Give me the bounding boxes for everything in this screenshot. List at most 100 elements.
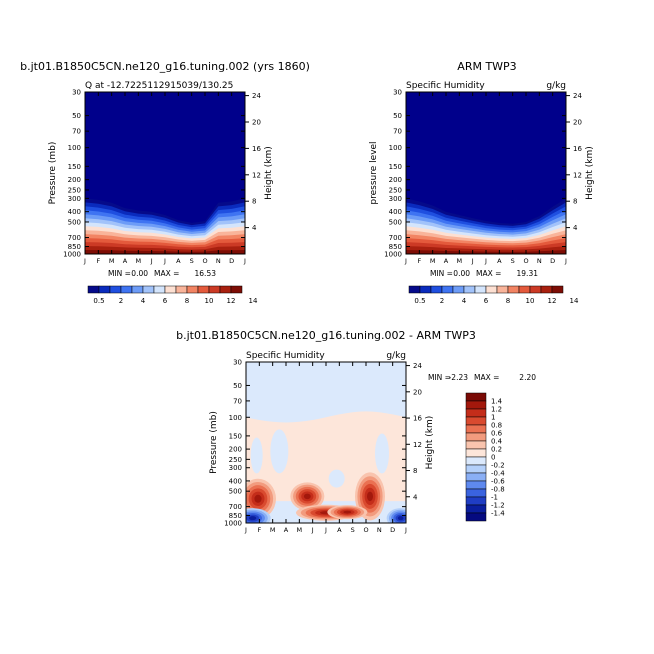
x-tick-label: S: [190, 257, 194, 265]
y-right-tick-label: 24: [573, 92, 582, 100]
y-tick-label: 30: [233, 359, 242, 367]
contour-band: [343, 510, 352, 514]
y-right-tick-label: 16: [413, 415, 422, 423]
y-tick-label: 1000: [63, 251, 81, 259]
colorbar-tick-label: 8: [506, 297, 510, 305]
y-tick-label: 400: [68, 208, 81, 216]
y-right-tick-label: 16: [573, 145, 582, 153]
subtitle-right: g/kg: [386, 351, 406, 361]
max-value: 16.53: [195, 269, 217, 278]
y-axis-title: Pressure (mb): [209, 411, 219, 474]
colorbar-tick-label: 10: [205, 297, 214, 305]
x-tick-label: N: [537, 257, 542, 265]
y-right-tick-label: 16: [252, 145, 261, 153]
y-tick-label: 1000: [384, 251, 402, 259]
plot-area-2: [246, 362, 406, 523]
x-tick-label: N: [377, 526, 382, 534]
x-tick-label: J: [324, 526, 327, 534]
y-right-tick-label: 20: [252, 119, 261, 127]
colorbar-swatch: [408, 285, 421, 294]
y-right-tick-label: 4: [413, 493, 418, 501]
colorbar-swatch: [465, 416, 487, 426]
x-tick-label: J: [163, 257, 166, 265]
y-axis-title: Pressure (mb): [48, 142, 58, 205]
colorbar-swatch: [465, 488, 487, 498]
y-tick-label: 400: [229, 477, 242, 485]
y-right-axis-title: Height (km): [585, 146, 595, 200]
colorbar-tick-label: 0: [491, 454, 495, 462]
contour-band: [250, 437, 263, 474]
x-tick-label: J: [83, 257, 86, 265]
y-tick-label: 70: [233, 397, 242, 405]
max-label: MAX =: [154, 269, 179, 278]
y-axis-title: pressure level: [369, 141, 379, 204]
y-right-tick-label: 4: [252, 224, 257, 232]
y-right-axis-title: Height (km): [425, 416, 435, 470]
min-value: 0.00: [131, 269, 148, 278]
colorbar-swatch: [452, 285, 465, 294]
colorbar-swatch: [540, 285, 553, 294]
min-label: MIN =: [108, 269, 131, 278]
y-tick-label: 700: [68, 234, 81, 242]
max-label: MAX =: [476, 269, 501, 278]
y-tick-label: 850: [68, 243, 81, 251]
x-tick-label: J: [243, 257, 246, 265]
y-tick-label: 50: [72, 112, 81, 120]
colorbar-swatch: [153, 285, 166, 294]
y-right-tick-label: 20: [413, 388, 422, 396]
contour-band: [397, 516, 404, 521]
colorbar-tick-label: -1: [491, 494, 498, 502]
y-tick-label: 500: [229, 488, 242, 496]
y-tick-label: 200: [68, 176, 81, 184]
colorbar-tick-label: -1.4: [491, 510, 505, 518]
y-tick-label: 500: [68, 218, 81, 226]
colorbar-swatch: [142, 285, 155, 294]
contour-band: [328, 469, 345, 488]
x-tick-label: O: [363, 526, 368, 534]
colorbar-tick-label: 2: [440, 297, 444, 305]
colorbar-swatch: [465, 504, 487, 514]
y-tick-label: 100: [68, 144, 81, 152]
colorbar-tick-label: 4: [141, 297, 146, 305]
colorbar-swatch: [465, 392, 487, 402]
max-value: 2.20: [519, 373, 536, 382]
x-tick-label: M: [136, 257, 142, 265]
y-tick-label: 250: [389, 186, 402, 194]
colorbar-tick-label: 1: [491, 414, 495, 422]
y-tick-label: 70: [72, 128, 81, 136]
colorbar-swatch: [219, 285, 232, 294]
x-tick-label: D: [390, 526, 395, 534]
colorbar-tick-label: 0.6: [491, 430, 503, 438]
min-value: -2.23: [449, 373, 469, 382]
colorbar-tick-label: 0.8: [491, 422, 502, 430]
subtitle-left: Q at -12.7225112915039/130.25: [85, 81, 233, 91]
x-tick-label: S: [351, 526, 355, 534]
subtitle-left: Specific Humidity: [406, 81, 485, 91]
x-tick-label: A: [497, 257, 502, 265]
colorbar-tick-label: 2: [119, 297, 123, 305]
y-tick-label: 700: [389, 234, 402, 242]
y-right-tick-label: 12: [413, 441, 422, 449]
colorbar-swatch: [507, 285, 520, 294]
x-tick-label: J: [471, 257, 474, 265]
colorbar-tick-label: 1.2: [491, 406, 502, 414]
colorbar-tick-label: 12: [227, 297, 236, 305]
x-tick-label: S: [511, 257, 515, 265]
colorbar-swatch: [465, 496, 487, 506]
colorbar-tick-label: 10: [526, 297, 535, 305]
contour-band: [303, 493, 311, 500]
x-tick-label: A: [284, 526, 289, 534]
x-tick-label: A: [337, 526, 342, 534]
x-tick-label: J: [404, 526, 407, 534]
colorbar-tick-label: 8: [185, 297, 189, 305]
colorbar-swatch: [465, 480, 487, 490]
x-tick-label: M: [297, 526, 303, 534]
x-tick-label: M: [430, 257, 436, 265]
y-tick-label: 150: [389, 163, 402, 171]
x-tick-label: J: [244, 526, 247, 534]
y-right-tick-label: 8: [573, 198, 577, 206]
colorbar-swatch: [465, 512, 487, 522]
colorbar-swatch: [164, 285, 177, 294]
colorbar-swatch: [518, 285, 531, 294]
